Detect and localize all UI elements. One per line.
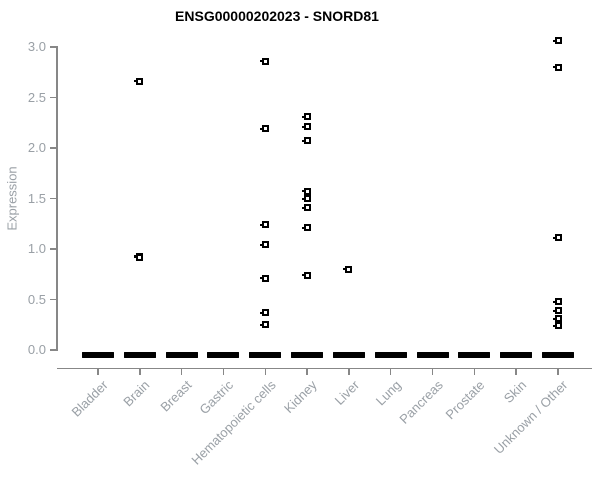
y-tick-label: 2.5 — [27, 89, 46, 105]
x-tick — [348, 368, 350, 375]
data-point — [301, 123, 311, 131]
y-tick-label: 1.5 — [27, 190, 46, 206]
x-tick — [473, 368, 476, 375]
data-point — [259, 221, 269, 229]
zero-expression-cluster — [374, 352, 407, 358]
zero-expression-cluster — [416, 352, 449, 358]
data-point — [301, 224, 311, 232]
data-point — [552, 322, 562, 330]
x-tick-label: Liver — [331, 377, 362, 408]
y-tick — [50, 349, 57, 351]
data-point — [552, 315, 562, 323]
y-tick — [50, 197, 57, 200]
zero-expression-cluster — [500, 352, 533, 358]
data-point — [134, 253, 144, 261]
data-point — [134, 77, 144, 85]
y-tick — [50, 96, 57, 99]
data-point — [301, 113, 311, 121]
x-tick-label: Skin — [500, 377, 530, 406]
data-point — [552, 307, 562, 315]
x-tick — [222, 368, 225, 375]
data-point — [343, 265, 353, 273]
x-tick-label: Unknown / Other — [491, 377, 571, 457]
data-point — [301, 137, 311, 145]
data-point — [301, 187, 311, 195]
x-tick — [431, 368, 434, 375]
y-tick — [50, 298, 57, 301]
data-point — [552, 63, 562, 71]
x-tick — [180, 368, 183, 375]
zero-expression-cluster — [249, 352, 282, 358]
x-tick — [389, 368, 392, 375]
x-tick-label: Kidney — [281, 377, 321, 417]
x-tick-label: Gastric — [196, 377, 237, 418]
y-tick-label: 2.0 — [27, 140, 46, 155]
data-point — [259, 321, 269, 329]
x-tick — [264, 368, 267, 375]
data-point — [259, 57, 269, 65]
data-point — [552, 37, 562, 45]
x-tick — [97, 368, 99, 375]
zero-expression-cluster — [123, 352, 156, 358]
x-tick-label: Pancreas — [396, 377, 446, 427]
y-tick-label: 1.0 — [27, 241, 46, 256]
x-axis-line — [57, 367, 592, 369]
x-tick-label: Brain — [120, 377, 153, 410]
y-tick-label: 0.0 — [27, 342, 46, 357]
data-point — [552, 234, 562, 242]
x-tick-label: Breast — [157, 377, 195, 415]
y-tick — [50, 147, 57, 149]
x-tick-label: Prostate — [442, 377, 488, 423]
zero-expression-cluster — [165, 352, 198, 358]
data-point — [259, 274, 269, 282]
y-tick — [50, 46, 57, 48]
zero-expression-cluster — [332, 352, 365, 358]
data-point — [259, 309, 269, 317]
x-tick-label: Lung — [372, 377, 404, 409]
x-tick-label: Bladder — [68, 377, 111, 420]
y-tick-label: 3.0 — [27, 39, 46, 54]
data-point — [552, 298, 562, 306]
y-tick — [50, 248, 57, 250]
zero-expression-cluster — [291, 352, 324, 358]
x-tick — [306, 368, 308, 375]
x-tick — [139, 368, 141, 375]
x-tick — [557, 368, 559, 375]
zero-expression-cluster — [458, 352, 491, 358]
chart-title: ENSG00000202023 - SNORD81 — [175, 8, 379, 24]
zero-expression-cluster — [542, 352, 574, 358]
x-tick — [515, 368, 517, 375]
data-point — [301, 204, 311, 212]
zero-expression-cluster — [82, 352, 114, 358]
data-point — [301, 271, 311, 279]
y-tick-label: 0.5 — [27, 291, 46, 307]
data-point — [259, 125, 269, 133]
zero-expression-cluster — [207, 352, 240, 358]
data-point — [259, 241, 269, 249]
data-point — [301, 195, 311, 202]
